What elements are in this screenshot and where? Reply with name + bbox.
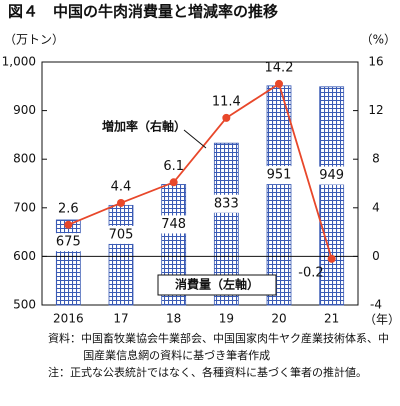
value-label: -0.2 — [298, 265, 323, 280]
y2-tick-label: -4 — [370, 298, 382, 312]
value-label-bg — [266, 166, 292, 185]
line-marker — [64, 220, 73, 229]
value-label: 2.6 — [58, 201, 79, 216]
x-tick-label: 21 — [324, 312, 339, 326]
value-label-bg — [160, 215, 187, 234]
value-label-bg — [55, 233, 82, 252]
value-label: 11.4 — [212, 94, 241, 109]
value-label: 705 — [109, 227, 134, 242]
y-tick-label: 800 — [13, 152, 36, 166]
x-tick-label: 2016 — [53, 312, 84, 326]
value-label-bg — [213, 194, 240, 213]
note: 注：正式な公表統計ではなく、各種資料に基づく筆者の推計値。 — [48, 366, 367, 379]
value-label-bg — [318, 166, 345, 185]
value-label: 748 — [161, 217, 186, 232]
legend-label: 消費量（左軸） — [175, 277, 259, 292]
line-marker — [222, 113, 231, 122]
y-tick-label: 500 — [13, 298, 36, 312]
y-tick-label: 900 — [13, 103, 36, 117]
value-label: 951 — [267, 168, 292, 183]
y2-tick-label: 16 — [368, 55, 383, 69]
y2-axis-label: （%） — [361, 33, 396, 47]
legend-bg — [104, 118, 184, 136]
y2-tick-label: 4 — [372, 200, 380, 214]
y-tick-label: 600 — [13, 249, 36, 263]
line-marker — [169, 178, 178, 187]
bar — [319, 86, 345, 306]
y2-tick-label: 12 — [368, 103, 383, 117]
value-label: 949 — [319, 168, 344, 183]
legend-box — [157, 274, 277, 296]
y2-tick-label: 0 — [372, 249, 380, 263]
value-label: 675 — [56, 235, 81, 250]
value-label-bg — [108, 225, 134, 244]
note: 資料：中国畜牧業協会牛業部会、中国国家肉牛ヤク産業技術体系、中国産業信息網の資料… — [48, 332, 389, 362]
legend-label: 増加率（右軸） — [102, 119, 186, 134]
y-axis-label: （万トン） — [4, 33, 64, 47]
x-tick-label: 20 — [271, 312, 286, 326]
x-axis-label: （年） — [364, 313, 400, 327]
bar — [55, 219, 81, 306]
line-marker — [275, 79, 283, 88]
notes: 資料：中国畜牧業協会牛業部会、中国国家肉牛ヤク産業技術体系、中国産業信息網の資料… — [48, 330, 394, 381]
y2-tick-label: 8 — [372, 152, 380, 166]
line-marker — [327, 254, 336, 263]
x-tick-label: 19 — [219, 312, 234, 326]
value-label: 14.2 — [265, 60, 294, 75]
line — [67, 82, 333, 260]
bar — [108, 204, 134, 306]
chart: 図４ 中国の牛肉消費量と増減率の推移 （万トン） （%） （年） 500 600 7… — [2, 3, 400, 327]
value-label: 833 — [214, 196, 239, 211]
y-tick-label: 1,000 — [2, 55, 36, 69]
bar — [266, 85, 292, 306]
x-tick-label: 18 — [166, 312, 181, 326]
x-tick-label: 17 — [113, 312, 128, 326]
line-marker — [117, 198, 125, 207]
value-label: 6.1 — [163, 159, 184, 174]
y-tick-label: 700 — [13, 200, 36, 214]
value-label: 4.4 — [111, 179, 132, 194]
plot-frame — [41, 61, 359, 306]
chart-title: 図４ 中国の牛肉消費量と増減率の推移 — [8, 3, 278, 21]
legend-leader — [183, 129, 207, 149]
